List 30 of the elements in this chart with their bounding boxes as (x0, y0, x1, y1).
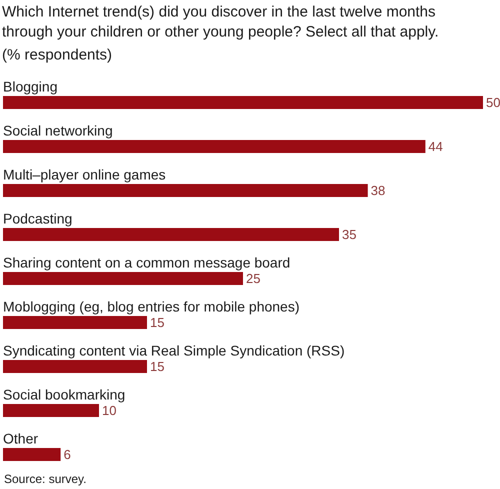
y-tick-label: Syndicating content via Real Simple Syndication (RSS) (3, 342, 345, 358)
bar (3, 228, 339, 241)
bar (3, 360, 147, 373)
y-tick-label: Other (3, 430, 38, 446)
bar (3, 140, 426, 153)
bar (3, 272, 243, 285)
data-label: 10 (102, 403, 116, 418)
y-tick-label: Moblogging (eg, blog entries for mobile phones) (3, 298, 300, 314)
y-tick-label: Podcasting (3, 210, 72, 226)
bar (3, 96, 483, 109)
y-tick-label: Sharing content on a common message board (3, 254, 290, 270)
data-label: 35 (342, 227, 356, 242)
data-label: 44 (428, 139, 443, 154)
bar (3, 404, 99, 417)
bar (3, 448, 61, 461)
source-note: Source: survey. (4, 472, 86, 486)
data-label: 15 (150, 359, 164, 374)
chart-subtitle: (% respondents) (2, 46, 112, 64)
data-label: 25 (246, 271, 260, 286)
bar (3, 316, 147, 329)
y-tick-label: Social bookmarking (3, 386, 126, 402)
data-label: 50 (486, 95, 500, 110)
y-tick-label: Social networking (3, 122, 113, 138)
chart-title: Which Internet trend(s) did you discover in the last twelve months through your children or other young people? Select all that apply. (2, 4, 440, 40)
data-label: 15 (150, 315, 164, 330)
y-tick-label: Multi–player online games (3, 166, 166, 182)
data-label: 6 (64, 447, 71, 462)
bar (3, 184, 368, 197)
y-tick-label: Blogging (3, 78, 58, 94)
data-label: 38 (370, 183, 386, 198)
